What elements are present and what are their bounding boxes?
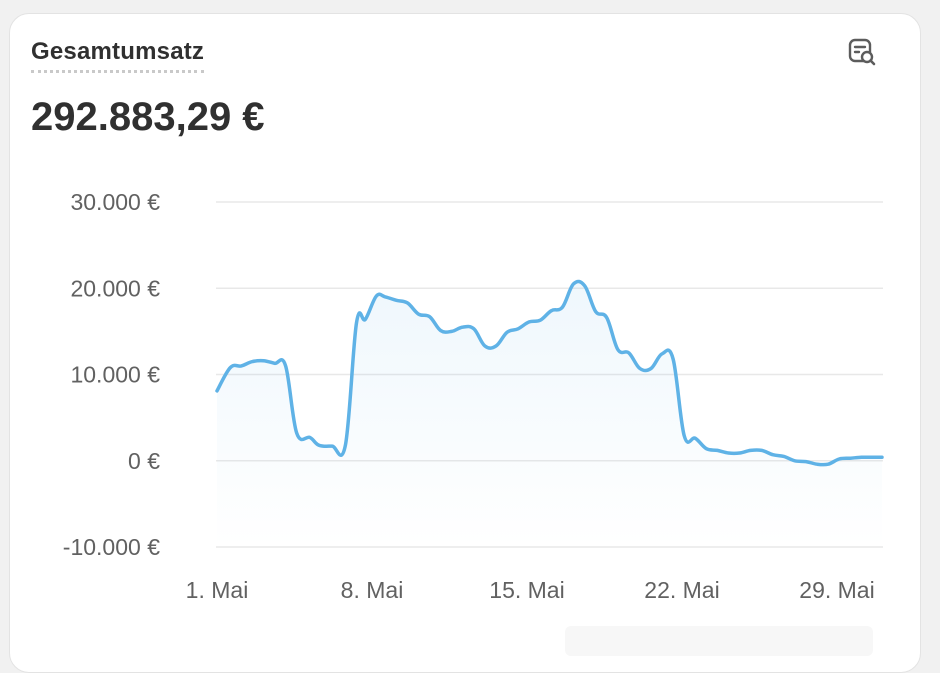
data-point[interactable] [373, 293, 379, 299]
data-point[interactable] [404, 300, 410, 306]
data-point[interactable] [626, 350, 632, 356]
data-point[interactable] [227, 365, 233, 371]
data-point[interactable] [825, 461, 831, 467]
data-point[interactable] [748, 447, 754, 453]
data-point[interactable] [449, 328, 455, 334]
sales-chart: 30.000 € 20.000 € 10.000 € 0 € -10.000 € 1. … [63, 189, 884, 603]
card-title[interactable]: Gesamtumsatz [31, 38, 205, 73]
data-point[interactable] [249, 359, 255, 365]
data-point[interactable] [703, 446, 709, 452]
y-tick-label: -10.000 € [63, 534, 160, 560]
data-point[interactable] [214, 388, 220, 394]
data-point[interactable] [504, 329, 510, 335]
data-point[interactable] [847, 455, 853, 461]
data-point[interactable] [354, 320, 360, 326]
data-point[interactable] [692, 435, 698, 441]
data-point[interactable] [261, 358, 267, 364]
data-point[interactable] [382, 294, 388, 300]
data-point[interactable] [526, 319, 532, 325]
y-tick-label: 0 € [128, 448, 160, 474]
data-point[interactable] [559, 304, 565, 310]
sales-line[interactable] [215, 279, 884, 467]
x-axis: 1. Mai 8. Mai 15. Mai 22. Mai 29. Mai [186, 577, 875, 603]
data-point[interactable] [393, 297, 399, 303]
data-point[interactable] [648, 366, 654, 372]
data-point[interactable] [482, 343, 488, 349]
data-point[interactable] [471, 326, 477, 332]
data-point[interactable] [770, 452, 776, 458]
x-tick-label: 29. Mai [799, 577, 874, 603]
data-point[interactable] [294, 430, 300, 436]
data-point[interactable] [537, 317, 543, 323]
data-point[interactable] [836, 456, 842, 462]
total-sales-value: 292.883,29 € [31, 95, 265, 139]
data-point[interactable] [329, 443, 335, 449]
data-point[interactable] [781, 453, 787, 459]
data-point[interactable] [814, 461, 820, 467]
data-point[interactable] [548, 308, 554, 314]
data-point[interactable] [515, 326, 521, 332]
x-tick-label: 8. Mai [341, 577, 404, 603]
data-point[interactable] [803, 459, 809, 465]
bottom-panel [565, 626, 873, 656]
data-point[interactable] [869, 454, 875, 460]
data-point[interactable] [342, 442, 348, 448]
data-point[interactable] [460, 324, 466, 330]
data-point[interactable] [637, 366, 643, 372]
data-point[interactable] [238, 363, 244, 369]
x-tick-label: 22. Mai [644, 577, 719, 603]
data-point[interactable] [759, 447, 765, 453]
data-point[interactable] [307, 435, 313, 441]
data-point[interactable] [582, 283, 588, 289]
data-point[interactable] [670, 356, 676, 362]
data-point[interactable] [316, 442, 322, 448]
data-point[interactable] [283, 363, 289, 369]
data-point[interactable] [272, 360, 278, 366]
y-axis: 30.000 € 20.000 € 10.000 € 0 € -10.000 € [63, 189, 160, 560]
data-point[interactable] [681, 433, 687, 439]
data-point[interactable] [593, 309, 599, 315]
report-search-icon[interactable] [846, 36, 878, 68]
x-tick-label: 15. Mai [489, 577, 564, 603]
data-point[interactable] [571, 281, 577, 287]
y-tick-label: 10.000 € [70, 362, 160, 388]
y-tick-label: 30.000 € [70, 189, 160, 215]
x-tick-label: 1. Mai [186, 577, 249, 603]
data-point[interactable] [659, 351, 665, 357]
data-point[interactable] [416, 311, 422, 317]
data-point[interactable] [427, 314, 433, 320]
data-point[interactable] [493, 343, 499, 349]
y-tick-label: 20.000 € [70, 275, 160, 301]
sales-area [217, 281, 882, 547]
data-point[interactable] [726, 450, 732, 456]
data-point[interactable] [615, 347, 621, 353]
data-point[interactable] [362, 316, 368, 322]
data-point[interactable] [714, 447, 720, 453]
data-point[interactable] [792, 458, 798, 464]
data-point[interactable] [737, 450, 743, 456]
data-point[interactable] [604, 315, 610, 321]
data-point[interactable] [858, 454, 864, 460]
data-point[interactable] [438, 328, 444, 334]
